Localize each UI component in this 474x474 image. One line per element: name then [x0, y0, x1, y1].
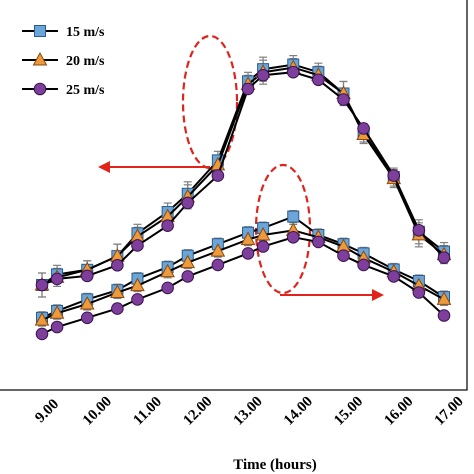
data-point	[211, 169, 225, 182]
data-point	[79, 295, 95, 310]
data-point	[241, 82, 255, 96]
x-tick-labels: 9.00 10.00 11.00 12.00 13.00 14.00 15.00 16.00 1…	[32, 394, 467, 429]
upper-series-circle	[35, 65, 451, 292]
series-layer	[34, 54, 452, 341]
data-point	[111, 302, 124, 315]
data-point	[49, 305, 65, 319]
legend-label: 25 m/s	[66, 83, 105, 98]
data-point	[436, 291, 452, 305]
data-point	[80, 311, 94, 325]
data-point	[181, 270, 195, 283]
arrow-left-head	[98, 161, 110, 173]
data-point	[437, 251, 451, 264]
data-point	[287, 210, 300, 223]
data-point	[210, 243, 226, 257]
x-tick-label: 13.00	[231, 394, 266, 429]
data-point	[256, 68, 270, 82]
data-point	[181, 196, 195, 210]
data-point	[160, 263, 175, 278]
x-tick-label: 17.00	[432, 394, 467, 429]
data-point	[211, 258, 225, 272]
lower-series-circle	[35, 231, 451, 341]
data-point	[337, 249, 350, 262]
data-point	[412, 223, 426, 237]
x-tick-label: 14.00	[281, 394, 316, 429]
data-point	[286, 231, 300, 244]
data-point	[387, 270, 401, 283]
data-point	[110, 284, 125, 298]
data-point	[111, 258, 124, 272]
arrow-right-head	[372, 289, 384, 301]
data-point	[337, 93, 350, 106]
data-point	[35, 278, 49, 292]
data-point	[412, 286, 426, 299]
data-point	[35, 327, 49, 341]
data-point	[50, 320, 64, 334]
data-point	[357, 258, 370, 272]
data-point	[437, 309, 451, 322]
x-axis-label: Time (hours)	[233, 457, 316, 473]
data-point	[286, 65, 300, 79]
data-point	[130, 277, 145, 292]
legend-label: 15 m/s	[66, 25, 105, 40]
data-point	[241, 247, 255, 260]
x-tick-label: 15.00	[331, 394, 366, 429]
data-point	[357, 122, 370, 135]
x-tick-label: 9.00	[32, 396, 62, 426]
legend-marker	[32, 51, 48, 66]
data-point	[180, 254, 196, 269]
data-point	[161, 281, 174, 295]
data-point	[131, 239, 144, 252]
legend-marker	[33, 82, 47, 96]
annotations	[98, 34, 384, 301]
data-point	[312, 73, 325, 87]
legend: 15 m/s 20 m/s 25 m/s	[22, 25, 105, 98]
data-point	[387, 169, 401, 182]
x-tick-label: 16.00	[381, 394, 416, 429]
x-tick-label: 11.00	[130, 394, 165, 429]
data-point	[240, 231, 256, 246]
data-point	[256, 240, 270, 253]
data-point	[131, 293, 144, 306]
data-point	[34, 312, 50, 326]
legend-marker	[34, 25, 46, 37]
data-point	[50, 272, 64, 286]
lower-series-square	[36, 210, 450, 324]
data-point	[161, 219, 174, 233]
plot-frame	[0, 0, 468, 391]
x-tick-label: 10.00	[80, 394, 115, 429]
data-point	[80, 269, 94, 283]
data-point	[312, 235, 325, 249]
legend-label: 20 m/s	[66, 54, 105, 69]
data-point	[255, 226, 271, 241]
x-tick-label: 12.00	[180, 394, 215, 429]
dashed-ellipse	[181, 34, 239, 170]
